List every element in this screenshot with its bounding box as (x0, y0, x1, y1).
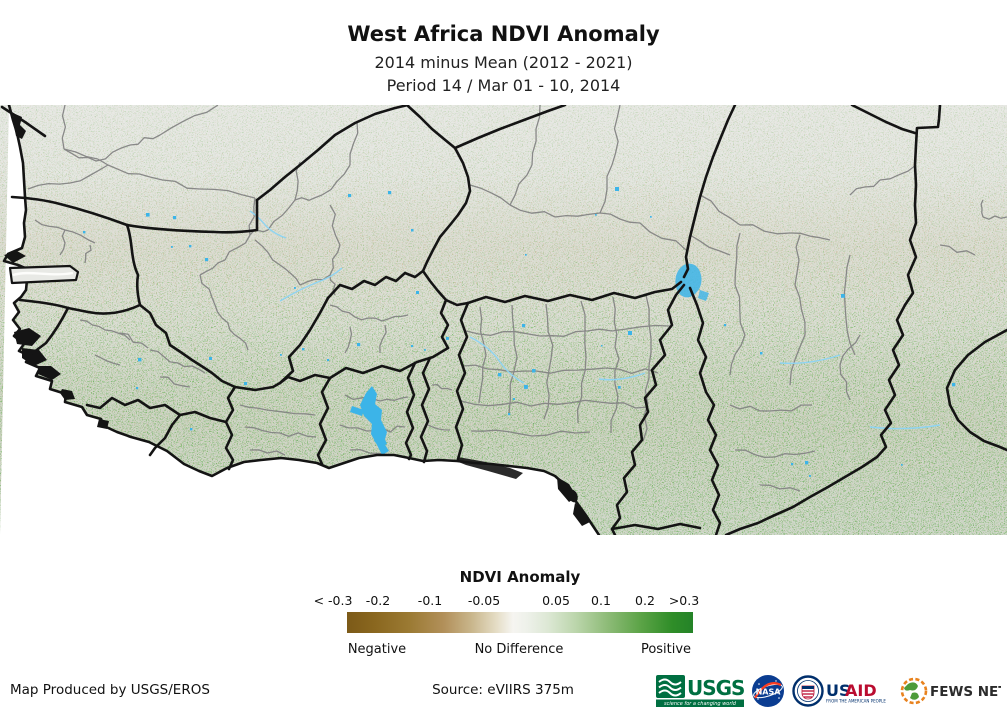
map-image (0, 103, 1007, 537)
legend-tick: 0.1 (591, 593, 611, 608)
usaid-logo-tagline: FROM THE AMERICAN PEOPLE (826, 699, 886, 704)
legend-tick: -0.2 (365, 593, 391, 608)
usaid-logo: US AID FROM THE AMERICAN PEOPLE (792, 675, 886, 707)
legend-label-no-difference: No Difference (474, 642, 564, 657)
legend-tick: >0.3 (668, 593, 700, 608)
legend: NDVI Anomaly < -0.3 -0.2 -0.1 -0.05 0.05… (0, 560, 1007, 665)
legend-title: NDVI Anomaly (459, 568, 581, 586)
country-borders (0, 103, 1007, 537)
water-dots (83, 187, 956, 477)
page-title: West Africa NDVI Anomaly (347, 22, 660, 46)
fewsnet-logo: FEWS NET (900, 677, 1001, 705)
footer: Map Produced by USGS/EROS Source: eVIIRS… (0, 668, 1007, 715)
legend-ticks: < -0.3 -0.2 -0.1 -0.05 0.05 0.1 0.2 >0.3 (0, 593, 1007, 609)
data-source: Source: eVIIRS 375m (432, 682, 574, 698)
usgs-logo-tagline: science for a changing world (664, 701, 737, 707)
legend-label-positive: Positive (640, 642, 692, 657)
legend-tick: 0.2 (635, 593, 655, 608)
usgs-logo-text: USGS (687, 676, 744, 700)
admin-boundaries (27, 104, 1007, 492)
legend-tick: -0.1 (417, 593, 443, 608)
legend-colorbar (347, 612, 693, 633)
logo-strip: USGS science for a changing world NASA (656, 670, 1001, 712)
usgs-logo: USGS science for a changing world (656, 675, 744, 707)
rivers (249, 210, 941, 430)
legend-tick: 0.05 (542, 593, 570, 608)
fewsnet-logo-text: FEWS NET (930, 684, 1001, 700)
usaid-logo-text-aid: AID (845, 681, 877, 700)
legend-category-labels: Negative No Difference Positive (0, 642, 1007, 660)
west-africa-map (0, 103, 1007, 537)
nasa-logo-text: NASA (756, 688, 782, 697)
nasa-logo: NASA (752, 675, 784, 707)
atlantic-ocean (0, 105, 599, 535)
header: West Africa NDVI Anomaly 2014 minus Mean… (0, 0, 1007, 95)
legend-tick: -0.05 (467, 593, 501, 608)
water-features (350, 263, 709, 455)
subtitle-period-range: 2014 minus Mean (2012 - 2021) (374, 53, 633, 72)
legend-tick: < -0.3 (313, 593, 353, 608)
gambia-strip (8, 264, 80, 285)
subtitle-period-dates: Period 14 / Mar 01 - 10, 2014 (386, 76, 621, 95)
legend-label-negative: Negative (347, 642, 407, 657)
coastal-features (4, 113, 590, 526)
usaid-logo-text-us: US (826, 681, 851, 700)
map-credit: Map Produced by USGS/EROS (10, 682, 210, 698)
